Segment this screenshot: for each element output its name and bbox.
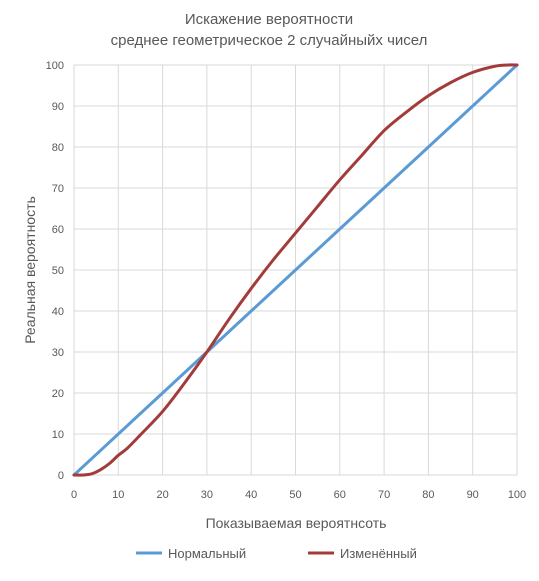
x-tick-label: 10 xyxy=(112,489,124,501)
y-tick-label: 100 xyxy=(46,60,64,72)
y-tick-label: 50 xyxy=(52,265,64,277)
x-tick-label: 0 xyxy=(71,489,77,501)
chart-subtitle: среднее геометрическое 2 случайныйх чисе… xyxy=(111,32,428,49)
x-axis-tick-labels: 0 10 20 30 40 50 60 70 80 90 100 xyxy=(71,489,526,501)
x-tick-label: 90 xyxy=(467,489,479,501)
x-tick-label: 30 xyxy=(201,489,213,501)
series-line-modified xyxy=(72,63,519,477)
y-tick-label: 70 xyxy=(52,183,64,195)
x-tick-label: 70 xyxy=(378,489,390,501)
x-tick-label: 50 xyxy=(289,489,301,501)
y-tick-label: 10 xyxy=(52,429,64,441)
y-tick-label: 40 xyxy=(52,306,64,318)
y-axis-tick-labels: 0 10 20 30 40 50 60 70 80 90 100 xyxy=(46,60,64,482)
legend: Нормальный Изменённый xyxy=(136,546,417,561)
y-tick-label: 90 xyxy=(52,101,64,113)
x-tick-label: 60 xyxy=(334,489,346,501)
y-tick-label: 0 xyxy=(58,470,64,482)
series-line-normal xyxy=(72,63,519,477)
legend-label-modified: Изменённый xyxy=(340,546,417,561)
y-tick-label: 20 xyxy=(52,388,64,400)
chart-title: Искажение вероятности xyxy=(185,11,353,28)
gridlines xyxy=(73,64,518,476)
y-axis-title: Реальная вероятность xyxy=(22,196,38,344)
x-tick-label: 20 xyxy=(156,489,168,501)
x-tick-label: 80 xyxy=(422,489,434,501)
legend-label-normal: Нормальный xyxy=(168,546,246,561)
y-tick-label: 30 xyxy=(52,347,64,359)
series-lines xyxy=(72,63,519,477)
x-tick-label: 100 xyxy=(508,489,526,501)
y-tick-label: 60 xyxy=(52,224,64,236)
x-tick-label: 40 xyxy=(245,489,257,501)
x-axis-title: Показываемая вероятнсоть xyxy=(206,515,387,531)
y-tick-label: 80 xyxy=(52,142,64,154)
